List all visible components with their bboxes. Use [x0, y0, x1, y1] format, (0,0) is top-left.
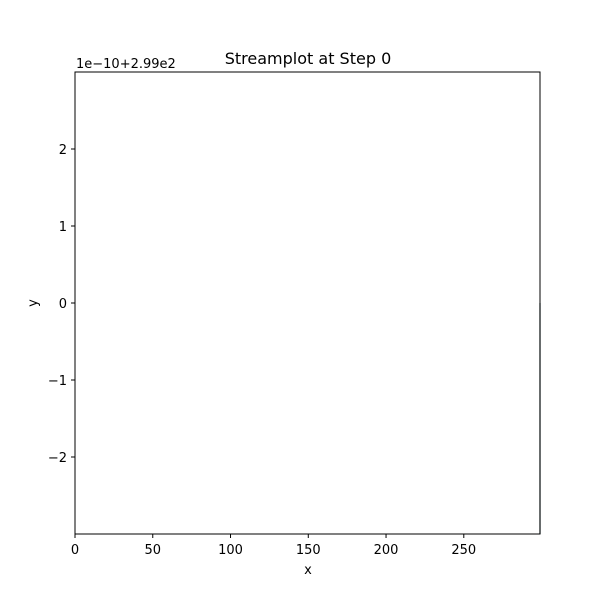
- y-axis-offset-label: 1e−10+2.99e2: [76, 57, 176, 72]
- chart-title: Streamplot at Step 0: [225, 49, 392, 68]
- y-axis-ticks: 2 1 0 −1 −2: [48, 143, 75, 466]
- x-axis-ticks: 0 50 100 150 200 250: [71, 534, 476, 558]
- y-axis-label: y: [26, 299, 41, 307]
- x-tick-label: 0: [71, 543, 79, 558]
- x-axis-label: x: [304, 563, 312, 578]
- x-tick-label: 250: [451, 543, 476, 558]
- y-tick-label: 1: [59, 220, 67, 235]
- y-tick-label: −2: [48, 451, 67, 466]
- x-tick-label: 100: [218, 543, 243, 558]
- y-tick-label: −1: [48, 374, 67, 389]
- axes-background: [75, 72, 540, 534]
- x-tick-label: 50: [144, 543, 161, 558]
- plot-area: [74, 71, 541, 535]
- x-tick-label: 150: [296, 543, 321, 558]
- y-tick-label: 2: [59, 143, 67, 158]
- y-tick-label: 0: [59, 297, 67, 312]
- x-tick-label: 200: [374, 543, 399, 558]
